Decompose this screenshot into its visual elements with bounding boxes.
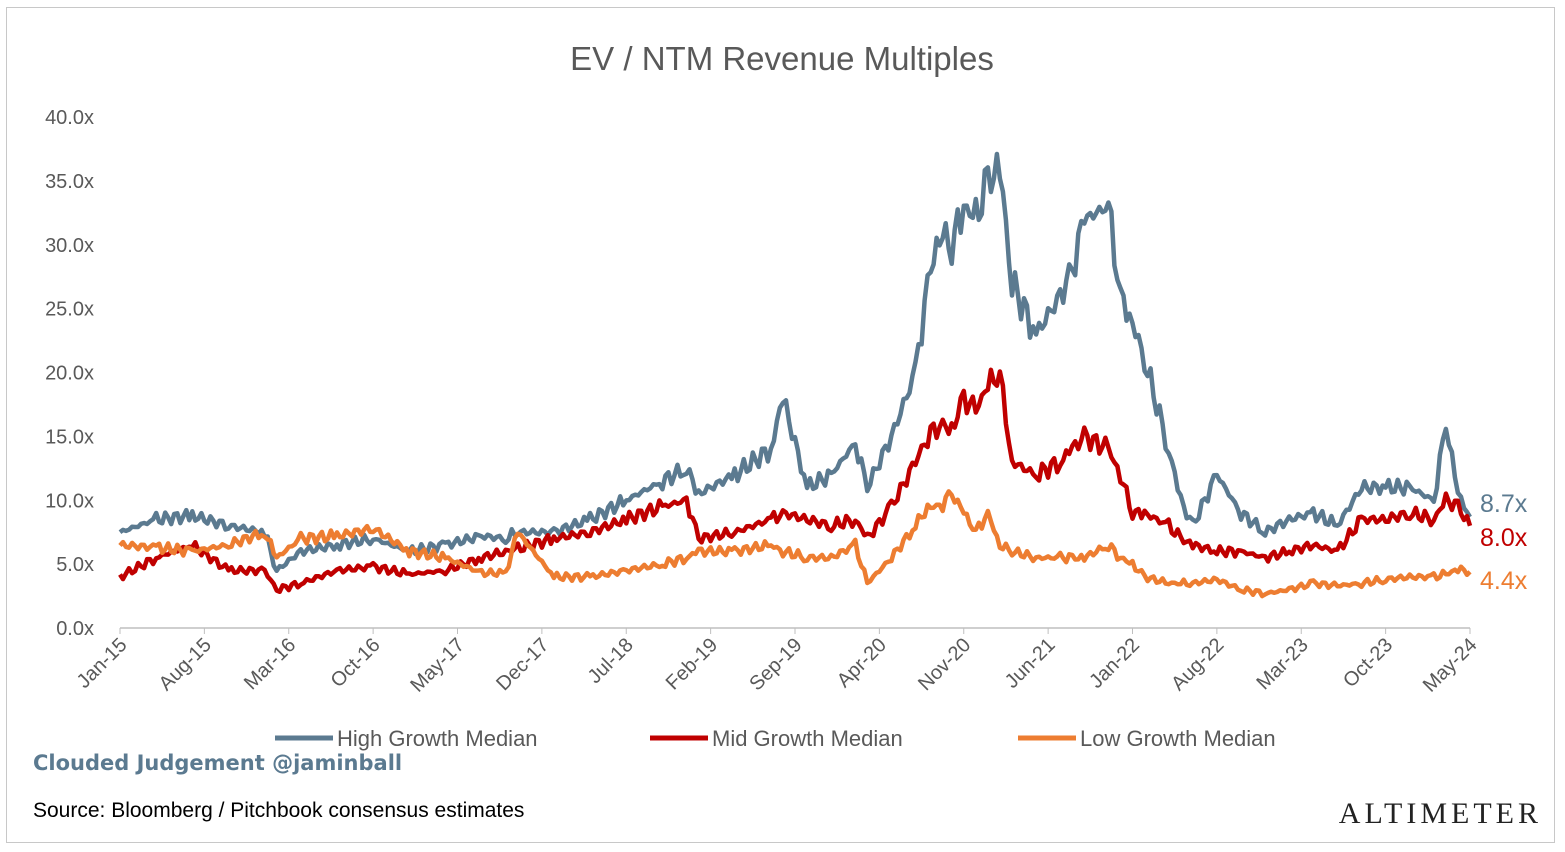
end-value-label: 4.4x: [1480, 567, 1528, 595]
x-tick-label: Aug-15: [155, 634, 216, 695]
x-tick-label: Sep-19: [745, 634, 806, 695]
end-value-label: 8.7x: [1480, 490, 1528, 518]
y-axis: 0.0x 5.0x 10.0x 15.0x 20.0x 25.0x 30.0x 35.0x 40…: [45, 107, 94, 640]
series-line-1: [118, 367, 1473, 595]
x-tick-label: Apr-20: [833, 634, 891, 692]
legend-label: High Growth Median: [337, 726, 538, 751]
chart-frame: [6, 7, 1555, 843]
y-tick-label: 5.0x: [56, 554, 94, 576]
y-tick-label: 40.0x: [45, 107, 94, 129]
x-tick-label: Dec-17: [492, 634, 553, 695]
series-lines: [118, 151, 1473, 599]
series-line-0: [118, 151, 1472, 574]
x-tick-label: Jul-18: [584, 634, 638, 688]
x-tick-label: Oct-16: [327, 634, 385, 692]
x-axis: Jan-15 Aug-15 Mar-16 Oct-16 May-17 Dec-17 Jul-…: [73, 627, 1482, 697]
brand-logo: ALTIMETER: [1339, 797, 1542, 830]
legend: High Growth Median Mid Growth Median Low G…: [275, 726, 1276, 751]
y-tick-label: 15.0x: [45, 426, 94, 448]
chart-title: EV / NTM Revenue Multiples: [570, 40, 994, 77]
x-tick-label: Jan-22: [1085, 634, 1144, 693]
y-tick-label: 35.0x: [45, 171, 94, 193]
end-value-label: 8.0x: [1480, 524, 1528, 552]
x-tick-label: May-24: [1419, 634, 1482, 697]
x-tick-label: Mar-23: [1252, 634, 1312, 694]
x-tick-label: Oct-23: [1339, 634, 1397, 692]
y-tick-label: 10.0x: [45, 490, 94, 512]
credit-text: Clouded Judgement @jaminball: [33, 751, 402, 775]
y-tick-label: 20.0x: [45, 363, 94, 385]
x-tick-label: Aug-22: [1167, 634, 1228, 695]
legend-label: Mid Growth Median: [712, 726, 903, 751]
x-tick-label: Mar-16: [240, 634, 300, 694]
x-tick-label: May-17: [406, 634, 469, 697]
x-tick-label: Feb-19: [662, 634, 722, 694]
x-tick-label: Jan-15: [73, 634, 132, 693]
series-line-2: [118, 489, 1472, 599]
end-labels: 8.7x 8.0x 4.4x: [1480, 490, 1528, 595]
x-tick-label: Jun-21: [1001, 634, 1060, 693]
legend-label: Low Growth Median: [1080, 726, 1276, 751]
x-tick-label: Nov-20: [914, 634, 975, 695]
y-tick-label: 25.0x: [45, 299, 94, 321]
y-tick-label: 0.0x: [56, 618, 94, 640]
y-tick-label: 30.0x: [45, 235, 94, 257]
source-text: Source: Bloomberg / Pitchbook consensus …: [33, 799, 524, 822]
